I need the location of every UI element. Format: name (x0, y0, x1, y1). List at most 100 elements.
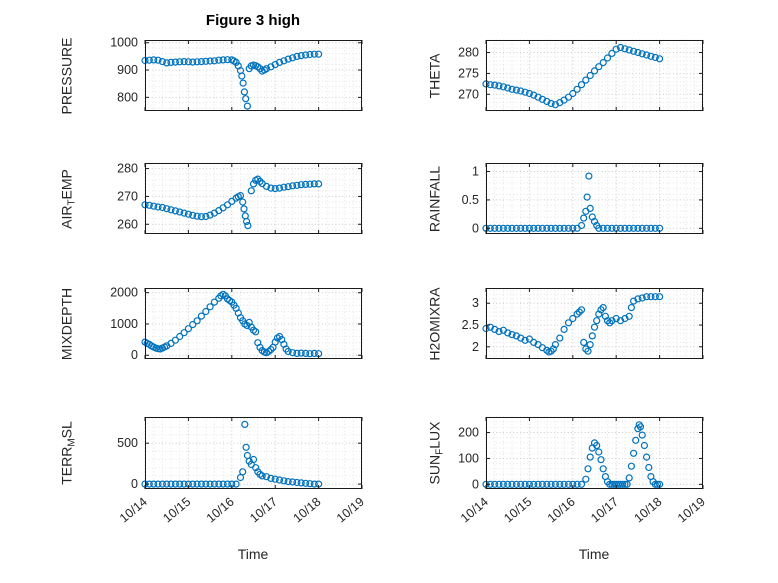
data-point (310, 50, 318, 58)
data-point (508, 480, 516, 488)
x-tick-label: 10/16 (545, 495, 578, 526)
data-point (232, 480, 240, 488)
data-point (499, 480, 507, 488)
markers (482, 172, 664, 232)
tick-marks (485, 417, 704, 489)
y-tick-label: 2.5 (462, 318, 479, 332)
data-point (219, 56, 227, 64)
data-point (210, 298, 219, 306)
major-grid (144, 163, 363, 234)
data-point (543, 97, 551, 106)
y-tick-label: 270 (458, 87, 479, 101)
data-point (171, 207, 179, 215)
data-point (163, 480, 171, 488)
data-point (202, 307, 210, 316)
data-point (616, 43, 625, 52)
data-point (223, 201, 232, 209)
x-axis-label-right: Time (578, 546, 610, 562)
ylabel-post: EMP (58, 169, 75, 200)
y-tick-label: 1000 (110, 317, 138, 331)
data-point (647, 52, 655, 60)
data-point (580, 338, 588, 347)
data-point (551, 224, 560, 232)
data-point (254, 175, 262, 183)
data-point (543, 346, 551, 354)
data-point (302, 479, 310, 487)
data-point (525, 335, 534, 343)
ylabel-pre: THETA (426, 53, 443, 99)
data-point (632, 436, 640, 444)
x-tick-label: 10/17 (588, 495, 621, 526)
data-point (606, 319, 614, 327)
data-point (627, 304, 635, 312)
data-point (564, 319, 573, 327)
data-point (262, 473, 271, 481)
data-point (289, 54, 297, 62)
y-tick-label: 280 (458, 46, 479, 60)
data-point (189, 211, 197, 219)
minor-grid (145, 40, 362, 111)
tick-marks (144, 40, 363, 111)
y-tick-label: 3 (472, 296, 479, 310)
data-point (150, 202, 158, 210)
data-point (517, 224, 525, 232)
data-point (302, 349, 310, 358)
ylabel-pre: PRESSURE (58, 37, 75, 115)
data-point (206, 211, 214, 219)
data-point (243, 102, 252, 110)
markers (141, 175, 323, 230)
data-point (202, 212, 210, 221)
figure-title: Figure 3 high (205, 12, 301, 29)
data-point (193, 212, 201, 220)
data-point (306, 50, 314, 59)
tick-marks (485, 40, 704, 111)
y-tick-label: 280 (117, 162, 138, 176)
subplot-terr-msl: 0 500 10/14 10/15 10/16 10/17 10/18 10/19 (117, 417, 367, 525)
data-point (647, 224, 655, 232)
data-point (508, 85, 516, 93)
data-point (167, 206, 175, 214)
data-point (534, 480, 542, 488)
data-point (504, 84, 512, 92)
ylabel-pre: SUN (426, 454, 443, 485)
subplot-theta: 270 275 280 (458, 39, 704, 112)
data-point (590, 217, 599, 226)
data-point (499, 224, 507, 232)
data-point (638, 224, 646, 232)
x-tick-label: 10/17 (247, 495, 280, 526)
y-tick-label: 1 (472, 165, 479, 179)
data-point (202, 57, 210, 65)
data-point (239, 79, 247, 87)
data-point (258, 472, 266, 480)
data-point (158, 480, 166, 488)
data-point (158, 58, 166, 66)
data-point (597, 306, 605, 314)
data-point (495, 327, 503, 336)
data-point (238, 72, 246, 80)
axes-box (145, 417, 362, 489)
data-point (180, 329, 188, 337)
data-point (150, 480, 158, 488)
data-point (534, 224, 542, 232)
data-point (252, 328, 260, 336)
data-point (651, 293, 659, 301)
data-point (171, 480, 179, 488)
data-point (289, 349, 297, 357)
data-point (210, 57, 219, 65)
data-point (512, 86, 520, 94)
data-point (564, 480, 573, 488)
data-point (310, 349, 318, 358)
data-point (242, 217, 251, 226)
data-point (504, 224, 512, 232)
data-point (577, 480, 586, 488)
data-point (512, 224, 520, 232)
data-point (521, 480, 529, 488)
data-point (315, 50, 323, 58)
data-point (284, 477, 292, 486)
data-point (267, 184, 275, 192)
data-point (158, 203, 166, 212)
data-point (547, 99, 555, 108)
y-tick-labels: 00.51 (462, 165, 479, 236)
data-point (621, 45, 629, 53)
x-axis-label-left: Time (237, 546, 269, 562)
